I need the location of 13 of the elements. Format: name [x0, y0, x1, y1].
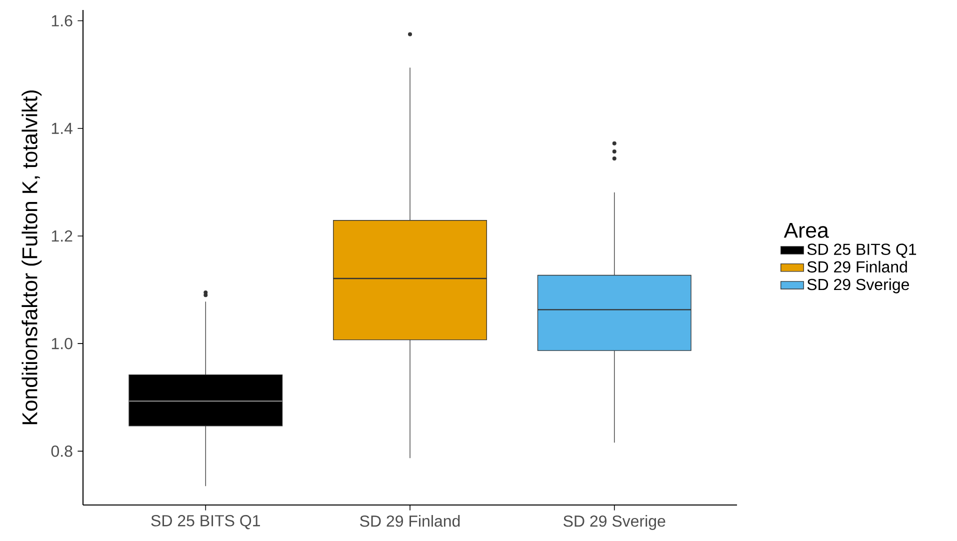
legend-title: Area — [784, 222, 829, 238]
x-tick-label: SD 25 BITS Q1 — [151, 515, 260, 530]
x-tick-label: SD 29 Finland — [360, 515, 460, 527]
y-tick-label: 1.2 — [52, 230, 72, 242]
y-tick-label: 1.0 — [52, 338, 72, 350]
legend-label: SD 29 Sverige — [807, 278, 910, 294]
x-tick-label: SD 29 Sverige — [564, 515, 666, 530]
legend-label: SD 29 Finland — [807, 260, 907, 273]
legend-label: SD 25 BITS Q1 — [807, 244, 916, 258]
y-tick-label: 1.4 — [52, 122, 72, 134]
y-axis-title: Konditionsfaktor (Fulton K, totalvikt) — [22, 90, 42, 424]
y-tick-label: 0.8 — [51, 446, 72, 457]
y-tick-label: 1.6 — [52, 15, 72, 26]
